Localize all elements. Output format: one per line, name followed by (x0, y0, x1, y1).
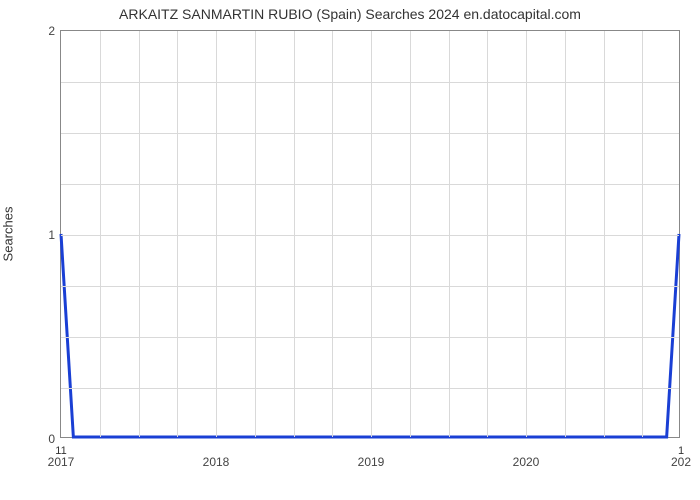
gridline-h-minor (61, 388, 679, 389)
gridline-v-minor (100, 31, 101, 437)
x-tick-label: 202 (671, 455, 691, 469)
y-tick-label: 1 (48, 228, 55, 242)
gridline-h (61, 235, 679, 236)
gridline-v-minor (139, 31, 140, 437)
gridline-v-minor (449, 31, 450, 437)
gridline-v-minor (177, 31, 178, 437)
y-axis-label: Searches (1, 207, 16, 262)
gridline-v-minor (604, 31, 605, 437)
y-tick-label: 0 (48, 432, 55, 446)
gridline-h-minor (61, 82, 679, 83)
gridline-v-minor (294, 31, 295, 437)
x-tick-label: 2018 (203, 455, 230, 469)
gridline-v-minor (255, 31, 256, 437)
gridline-v (526, 31, 527, 437)
gridline-v-minor (410, 31, 411, 437)
gridline-h-minor (61, 133, 679, 134)
gridline-h-minor (61, 337, 679, 338)
gridline-v-minor (487, 31, 488, 437)
x-tick-label: 2019 (358, 455, 385, 469)
y-tick-label: 2 (48, 24, 55, 38)
gridline-v (371, 31, 372, 437)
chart-title: ARKAITZ SANMARTIN RUBIO (Spain) Searches… (0, 6, 700, 22)
gridline-h-minor (61, 184, 679, 185)
gridline-h-minor (61, 286, 679, 287)
data-point-label: 1 (678, 445, 684, 457)
x-tick-label: 2020 (513, 455, 540, 469)
data-series (61, 31, 679, 437)
gridline-v (216, 31, 217, 437)
gridline-v-minor (565, 31, 566, 437)
gridline-v-minor (332, 31, 333, 437)
data-point-label: 11 (55, 445, 66, 457)
gridline-v-minor (642, 31, 643, 437)
x-tick-label: 2017 (48, 455, 75, 469)
chart-container: ARKAITZ SANMARTIN RUBIO (Spain) Searches… (0, 0, 700, 500)
plot-area: 0122017201820192020202111 (60, 30, 680, 438)
